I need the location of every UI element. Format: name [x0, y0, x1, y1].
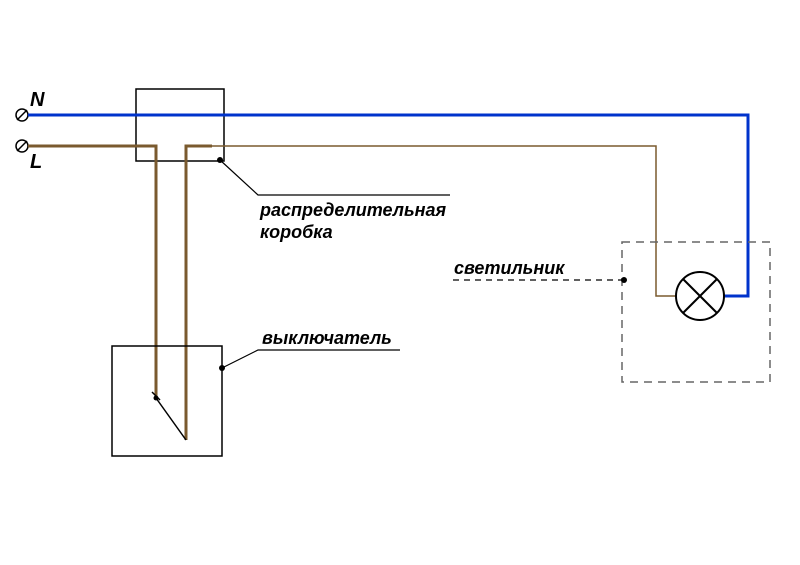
lamp-label: светильник [454, 258, 565, 278]
switch-leader [219, 350, 400, 371]
live-wire-to-lamp [212, 146, 676, 296]
switch-label: выключатель [262, 328, 392, 348]
switch-symbol [152, 392, 186, 440]
n-terminal-icon [16, 109, 28, 121]
l-terminal-icon [16, 140, 28, 152]
wiring-diagram: N L распределительная коробка [0, 0, 800, 565]
n-label: N [30, 89, 45, 111]
lamp-symbol [676, 272, 724, 320]
junction-box-label: распределительная коробка [259, 200, 451, 242]
switch-box [112, 346, 222, 456]
live-wire-in [28, 146, 156, 398]
l-label: L [30, 151, 42, 173]
junction-box-leader [217, 157, 450, 195]
junction-box [136, 89, 224, 161]
live-wire-out [186, 146, 212, 440]
